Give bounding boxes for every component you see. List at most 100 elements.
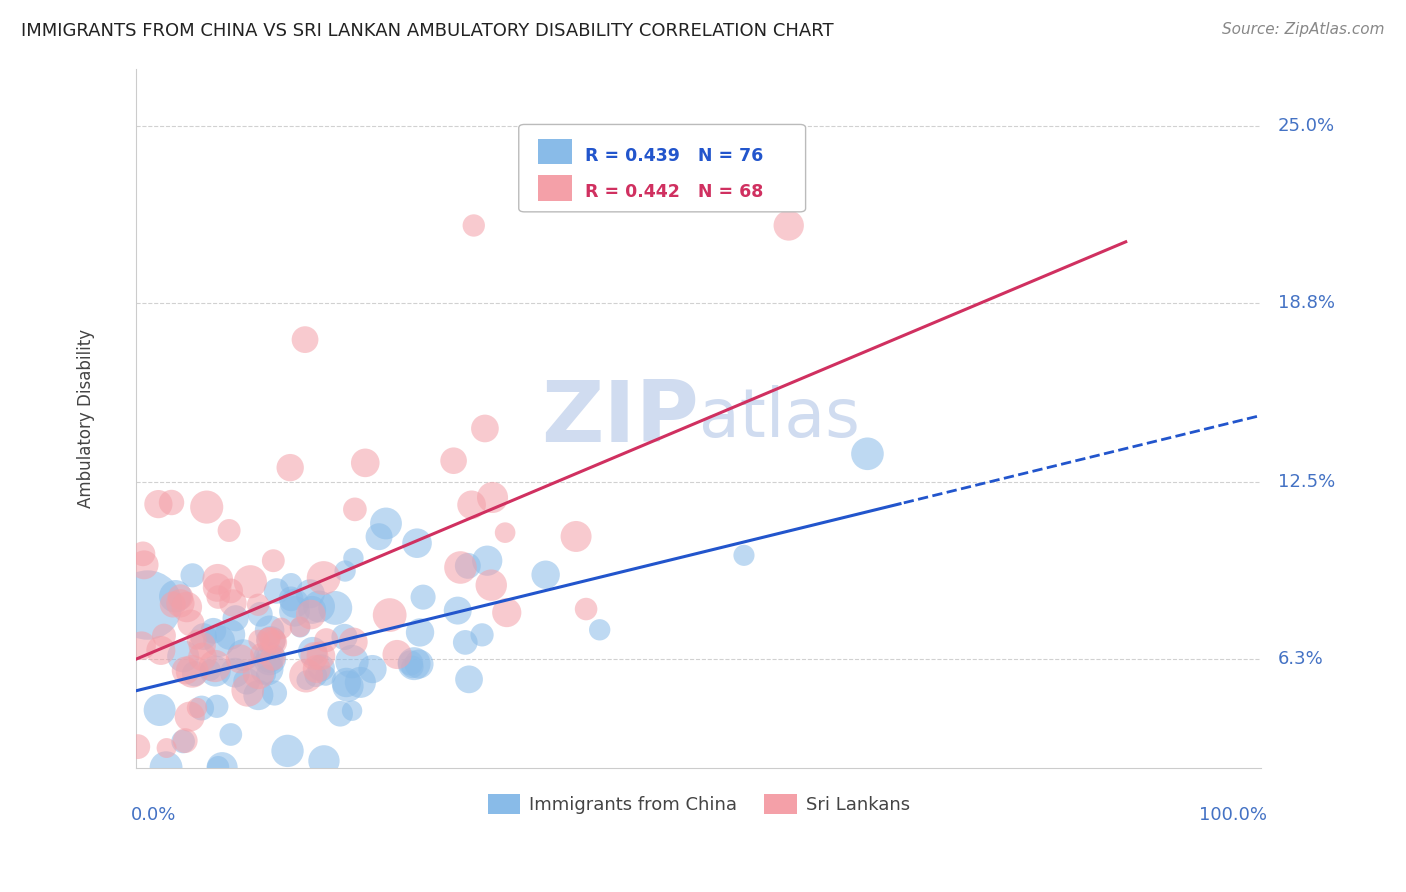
Point bbox=[181, 665, 204, 679]
Point bbox=[205, 699, 228, 714]
FancyBboxPatch shape bbox=[538, 176, 572, 201]
Point bbox=[172, 734, 194, 748]
Point bbox=[354, 456, 377, 470]
Point bbox=[280, 591, 302, 606]
Point bbox=[179, 709, 201, 723]
Point bbox=[155, 761, 177, 775]
FancyBboxPatch shape bbox=[519, 125, 806, 212]
Point bbox=[343, 502, 366, 516]
Point bbox=[284, 596, 307, 610]
Point bbox=[409, 625, 432, 640]
Point bbox=[132, 547, 155, 561]
Point bbox=[207, 572, 229, 586]
Text: 25.0%: 25.0% bbox=[1278, 117, 1336, 135]
Point bbox=[406, 536, 429, 550]
Point bbox=[247, 688, 270, 702]
Point bbox=[148, 497, 170, 511]
Text: R = 0.442   N = 68: R = 0.442 N = 68 bbox=[585, 183, 763, 202]
Point bbox=[295, 673, 318, 687]
Point bbox=[218, 524, 240, 538]
Point bbox=[249, 607, 271, 622]
Point bbox=[565, 529, 588, 543]
Point bbox=[311, 661, 333, 675]
Point bbox=[259, 624, 281, 638]
Point bbox=[174, 664, 197, 678]
Point bbox=[204, 664, 226, 678]
Point bbox=[295, 668, 318, 682]
Text: 12.5%: 12.5% bbox=[1278, 474, 1336, 491]
Point bbox=[333, 564, 356, 578]
Point bbox=[205, 581, 228, 595]
Point bbox=[305, 662, 328, 676]
Point bbox=[278, 460, 301, 475]
Point bbox=[283, 604, 305, 618]
Point bbox=[127, 739, 149, 754]
Point bbox=[385, 648, 408, 662]
Point bbox=[479, 578, 502, 592]
Point bbox=[202, 624, 225, 638]
Point bbox=[190, 701, 212, 715]
Point bbox=[131, 639, 153, 653]
Point bbox=[270, 622, 292, 636]
Point bbox=[259, 652, 281, 666]
Text: ZIP: ZIP bbox=[541, 376, 699, 459]
Text: 0.0%: 0.0% bbox=[131, 806, 176, 824]
Point bbox=[222, 596, 245, 610]
Point bbox=[211, 761, 233, 775]
Point bbox=[495, 606, 517, 620]
Point bbox=[153, 629, 176, 643]
Point bbox=[195, 500, 218, 514]
Point bbox=[259, 651, 281, 665]
Point bbox=[450, 560, 472, 574]
Point bbox=[155, 741, 177, 756]
Point bbox=[340, 704, 363, 718]
Point bbox=[342, 635, 364, 649]
Text: 100.0%: 100.0% bbox=[1199, 806, 1267, 824]
Point bbox=[260, 633, 283, 648]
Point bbox=[349, 675, 371, 690]
Point bbox=[447, 604, 470, 618]
Text: 6.3%: 6.3% bbox=[1278, 650, 1324, 668]
Point bbox=[856, 447, 879, 461]
Point bbox=[457, 558, 479, 573]
Point bbox=[309, 648, 332, 663]
Point bbox=[299, 607, 322, 622]
Point bbox=[160, 495, 183, 509]
Point bbox=[191, 649, 214, 664]
Point bbox=[463, 219, 485, 233]
Point bbox=[412, 590, 434, 604]
Point bbox=[169, 590, 191, 604]
Point bbox=[342, 551, 364, 566]
Point bbox=[368, 530, 391, 544]
Point bbox=[165, 590, 187, 604]
Point bbox=[301, 644, 323, 658]
Point bbox=[136, 598, 159, 612]
Point bbox=[249, 647, 271, 661]
Text: 18.8%: 18.8% bbox=[1278, 293, 1336, 311]
Point bbox=[257, 632, 280, 647]
Text: atlas: atlas bbox=[699, 385, 859, 451]
Point bbox=[219, 583, 242, 598]
Text: IMMIGRANTS FROM CHINA VS SRI LANKAN AMBULATORY DISABILITY CORRELATION CHART: IMMIGRANTS FROM CHINA VS SRI LANKAN AMBU… bbox=[21, 22, 834, 40]
Point bbox=[219, 727, 242, 741]
Point bbox=[149, 643, 172, 657]
Point bbox=[589, 623, 612, 637]
Point bbox=[262, 633, 284, 648]
Point bbox=[534, 567, 557, 582]
Point bbox=[254, 667, 277, 681]
Point bbox=[262, 554, 284, 568]
Point bbox=[290, 620, 312, 634]
Point bbox=[183, 666, 205, 681]
Point bbox=[294, 333, 316, 347]
Point bbox=[340, 655, 363, 669]
Point bbox=[312, 571, 335, 585]
Point bbox=[481, 491, 503, 505]
Point bbox=[181, 568, 204, 582]
Point bbox=[575, 602, 598, 616]
Point bbox=[308, 599, 330, 614]
Point bbox=[204, 659, 226, 673]
Point bbox=[733, 549, 755, 563]
Point bbox=[323, 601, 346, 615]
Point bbox=[266, 584, 288, 599]
Point bbox=[474, 421, 496, 435]
